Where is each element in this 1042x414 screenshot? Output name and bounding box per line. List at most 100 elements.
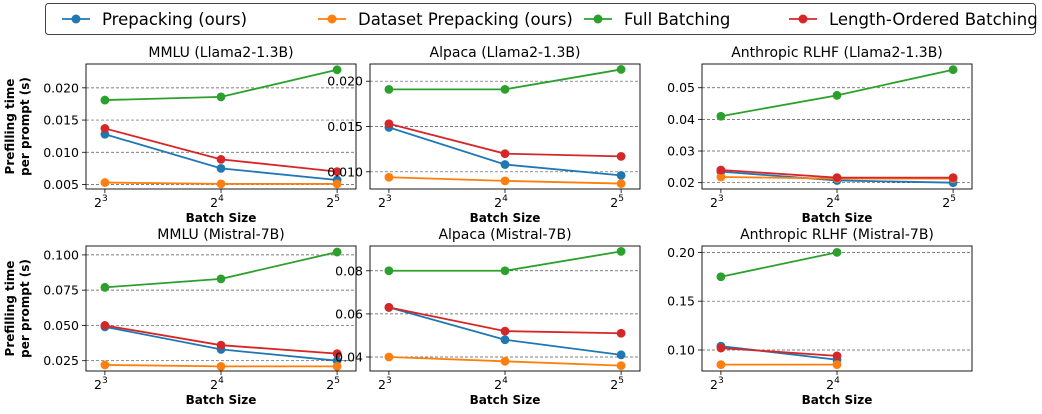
x-tick-base: 2 [378, 377, 386, 392]
x-tick-exponent: 3 [718, 194, 724, 204]
x-tick-label: 24 [494, 194, 508, 210]
data-point-full-batching [332, 247, 342, 257]
data-point-dataset-prepacking-ours [384, 352, 394, 362]
x-tick-label: 25 [610, 376, 624, 392]
x-tick-label: 23 [94, 376, 108, 392]
subplot-title: Alpaca (Llama2-1.3B) [430, 45, 581, 61]
x-tick-label: 24 [826, 194, 840, 210]
series-line-length-ordered-batching [720, 347, 838, 357]
x-tick-exponent: 5 [618, 376, 624, 386]
data-point-length-ordered-batching [716, 165, 726, 175]
x-tick-base: 2 [210, 195, 218, 210]
x-tick-exponent: 5 [618, 194, 624, 204]
data-point-dataset-prepacking-ours [500, 176, 510, 186]
data-point-length-ordered-batching [384, 119, 394, 129]
data-point-full-batching [716, 272, 726, 282]
data-point-dataset-prepacking-ours [384, 172, 394, 182]
data-point-length-ordered-batching [616, 328, 626, 338]
x-tick-base: 2 [494, 377, 502, 392]
data-point-dataset-prepacking-ours [216, 179, 226, 189]
y-tick-label: 0.015 [327, 119, 363, 134]
data-point-dataset-prepacking-ours [332, 179, 342, 189]
x-tick-base: 2 [210, 377, 218, 392]
data-point-length-ordered-batching [500, 149, 510, 159]
x-tick-base: 2 [942, 195, 950, 210]
y-tick-label: 0.010 [43, 145, 79, 160]
x-tick-base: 2 [826, 377, 834, 392]
x-tick-label: 25 [610, 194, 624, 210]
legend-item-length-ordered-batching: Length-Ordered Batching [789, 10, 1038, 29]
x-tick-exponent: 3 [386, 194, 392, 204]
x-tick-base: 2 [610, 377, 618, 392]
subplot-title: Alpaca (Mistral-7B) [438, 227, 571, 243]
x-tick-base: 2 [326, 195, 334, 210]
data-point-length-ordered-batching [832, 351, 842, 361]
data-point-dataset-prepacking-ours [616, 179, 626, 188]
legend-marker-length-ordered-batching [798, 14, 808, 24]
x-tick-exponent: 4 [218, 376, 224, 386]
data-point-full-batching [100, 95, 110, 105]
data-point-full-batching [832, 90, 842, 100]
data-point-full-batching [384, 84, 394, 94]
data-point-dataset-prepacking-ours [832, 360, 842, 370]
legend-label: Length-Ordered Batching [829, 10, 1038, 29]
y-tick-label: 0.100 [43, 247, 79, 262]
legend-item-full-batching: Full Batching [584, 10, 730, 29]
x-tick-base: 2 [326, 377, 334, 392]
y-tick-label: 0.04 [335, 349, 363, 364]
x-axis-label: Batch Size [470, 211, 541, 225]
x-tick-label: 24 [210, 376, 224, 392]
axes-frame [701, 63, 973, 190]
y-tick-label: 0.010 [327, 164, 363, 179]
y-axis-label: per prompt (s) [18, 77, 32, 176]
data-point-full-batching [216, 92, 226, 102]
x-tick-label: 23 [710, 194, 724, 210]
x-tick-label: 23 [378, 194, 392, 210]
y-axis-label: per prompt (s) [18, 259, 32, 358]
x-tick-exponent: 3 [102, 194, 108, 204]
legend-item-prepacking-ours: Prepacking (ours) [62, 10, 247, 29]
x-tick-exponent: 4 [834, 194, 840, 204]
data-point-dataset-prepacking-ours [100, 178, 110, 187]
data-point-length-ordered-batching [948, 173, 958, 183]
y-tick-label: 0.02 [667, 175, 695, 190]
data-point-dataset-prepacking-ours [616, 361, 626, 371]
data-point-full-batching [332, 65, 342, 75]
data-point-dataset-prepacking-ours [716, 360, 726, 370]
data-point-prepacking-ours [616, 171, 626, 180]
x-tick-exponent: 4 [834, 376, 840, 386]
x-tick-base: 2 [94, 195, 102, 210]
x-tick-exponent: 5 [334, 194, 340, 204]
x-axis-label: Batch Size [186, 211, 257, 225]
subplot-title: MMLU (Llama2-1.3B) [148, 45, 293, 61]
x-tick-exponent: 4 [218, 194, 224, 204]
legend-marker-prepacking-ours [71, 14, 81, 24]
data-point-full-batching [948, 65, 958, 75]
y-tick-label: 0.15 [667, 294, 695, 309]
x-tick-label: 23 [710, 376, 724, 392]
legend-item-dataset-prepacking-ours: Dataset Prepacking (ours) [318, 10, 573, 29]
x-tick-label: 25 [942, 194, 956, 210]
x-tick-label: 25 [326, 194, 340, 210]
data-point-length-ordered-batching [832, 173, 842, 183]
x-tick-exponent: 5 [334, 376, 340, 386]
data-point-prepacking-ours [616, 350, 626, 360]
x-tick-base: 2 [94, 377, 102, 392]
y-tick-label: 0.015 [43, 113, 79, 128]
legend-label: Dataset Prepacking (ours) [358, 10, 573, 29]
y-axis-label: Prefilling time [3, 79, 17, 175]
y-tick-label: 0.03 [667, 144, 695, 159]
data-point-full-batching [716, 111, 726, 121]
data-point-full-batching [100, 282, 110, 292]
x-tick-exponent: 3 [102, 376, 108, 386]
data-point-length-ordered-batching [332, 349, 342, 359]
series-line-full-batching [720, 251, 838, 278]
x-tick-base: 2 [378, 195, 386, 210]
data-point-full-batching [616, 65, 626, 74]
x-tick-exponent: 4 [502, 376, 508, 386]
y-tick-label: 0.020 [327, 74, 363, 89]
